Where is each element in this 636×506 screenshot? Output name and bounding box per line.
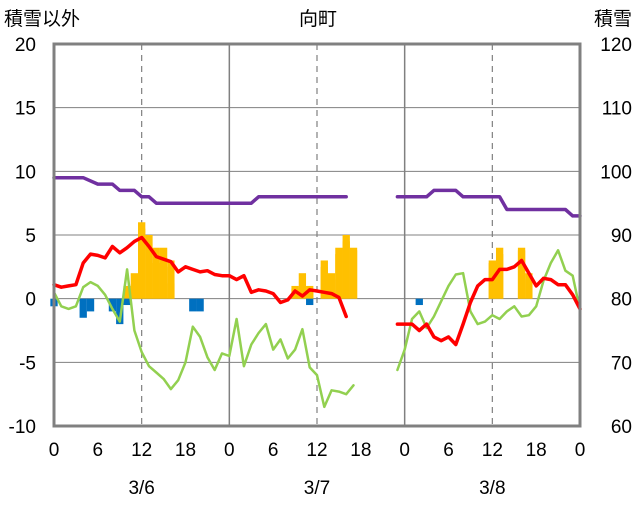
x-tick-label: 18 (350, 440, 371, 461)
x-tick-label: 0 (575, 440, 586, 461)
lines-layer (52, 175, 582, 409)
date-label: 3/8 (479, 478, 505, 499)
precip-bar-fill-8 (298, 285, 307, 299)
right-ytick-label: 60 (611, 417, 632, 438)
left-ytick-label: 15 (15, 99, 36, 120)
precip-bar-fill-3 (145, 247, 153, 299)
negative-bar-4 (116, 298, 124, 325)
right-ytick-label: 70 (611, 353, 632, 374)
precip-bar-fill-6 (167, 283, 175, 299)
grid-layer (54, 44, 580, 426)
right-ytick-label: 90 (611, 226, 632, 247)
precip-bar-fill-11 (327, 279, 336, 299)
snow-depth-line (52, 175, 582, 218)
x-tick-label: 18 (175, 440, 196, 461)
x-tick-label: 12 (131, 440, 152, 461)
x-tick-label: 0 (399, 440, 410, 461)
left-ytick-label: 5 (25, 226, 36, 247)
negative-bar-3 (108, 298, 117, 312)
x-axis-ticks: 0 6 12 18 0 6 12 18 0 6 12 18 0 (49, 440, 586, 461)
left-axis-ticks: 20 15 10 5 0 -5 -10 (9, 35, 36, 438)
right-axis-label: 積雪 (594, 8, 632, 30)
x-tick-label: 18 (526, 440, 547, 461)
left-ytick-label: 20 (15, 35, 36, 56)
precip-bar-fill-2 (138, 228, 146, 299)
negative-bar-6 (189, 298, 197, 312)
right-ytick-label: 100 (600, 162, 632, 183)
x-tick-label: 0 (49, 440, 60, 461)
precip-bar-fill-4 (152, 263, 160, 299)
precip-bar-fill-18 (525, 279, 533, 299)
x-tick-label: 0 (224, 440, 235, 461)
precip-bar-fill-17 (517, 250, 526, 299)
date-label: 3/7 (304, 478, 330, 499)
right-ytick-label: 120 (600, 35, 632, 56)
right-axis-ticks: 120 110 100 90 80 70 60 (600, 35, 632, 438)
left-axis-label: 積雪以外 (4, 8, 80, 30)
negative-bar-7 (196, 298, 204, 312)
precip-bar-fill-16 (495, 254, 504, 299)
x-tick-label: 12 (306, 440, 327, 461)
precip-bar-fill-13 (342, 241, 350, 299)
precip-bar-fill-0 (123, 285, 131, 299)
temperature-line (52, 235, 582, 347)
negative-bar-1 (79, 298, 87, 318)
x-tick-label: 6 (443, 440, 454, 461)
negative-bar-9 (415, 298, 423, 306)
right-ytick-label: 110 (602, 99, 632, 120)
negative-bar-5 (123, 298, 131, 306)
chart-title: 向町 (299, 8, 337, 30)
left-ytick-label: 10 (15, 162, 36, 183)
precip-bar-fill-5 (159, 266, 168, 299)
precip-bar-fill-12 (335, 254, 343, 299)
x-tick-label: 12 (482, 440, 503, 461)
date-label: 3/6 (128, 478, 154, 499)
precip-bar-fill-1 (130, 273, 139, 299)
left-ytick-label: -5 (19, 353, 36, 374)
precip-bar-5 (167, 260, 175, 299)
date-labels: 3/6 3/7 3/8 (128, 478, 505, 499)
plot-area-border (52, 42, 582, 428)
negative-bar-8 (306, 298, 314, 306)
precip-bar-fill-10 (320, 266, 328, 299)
right-ytick-label: 80 (611, 290, 632, 311)
x-tick-label: 6 (93, 440, 104, 461)
left-ytick-label: 0 (25, 290, 36, 311)
precip-bar-fill-9 (306, 292, 314, 299)
precip-bar-fill-14 (349, 250, 358, 299)
negative-bar-2 (86, 298, 95, 312)
x-tick-label: 6 (268, 440, 279, 461)
left-ytick-label: -10 (9, 417, 36, 438)
